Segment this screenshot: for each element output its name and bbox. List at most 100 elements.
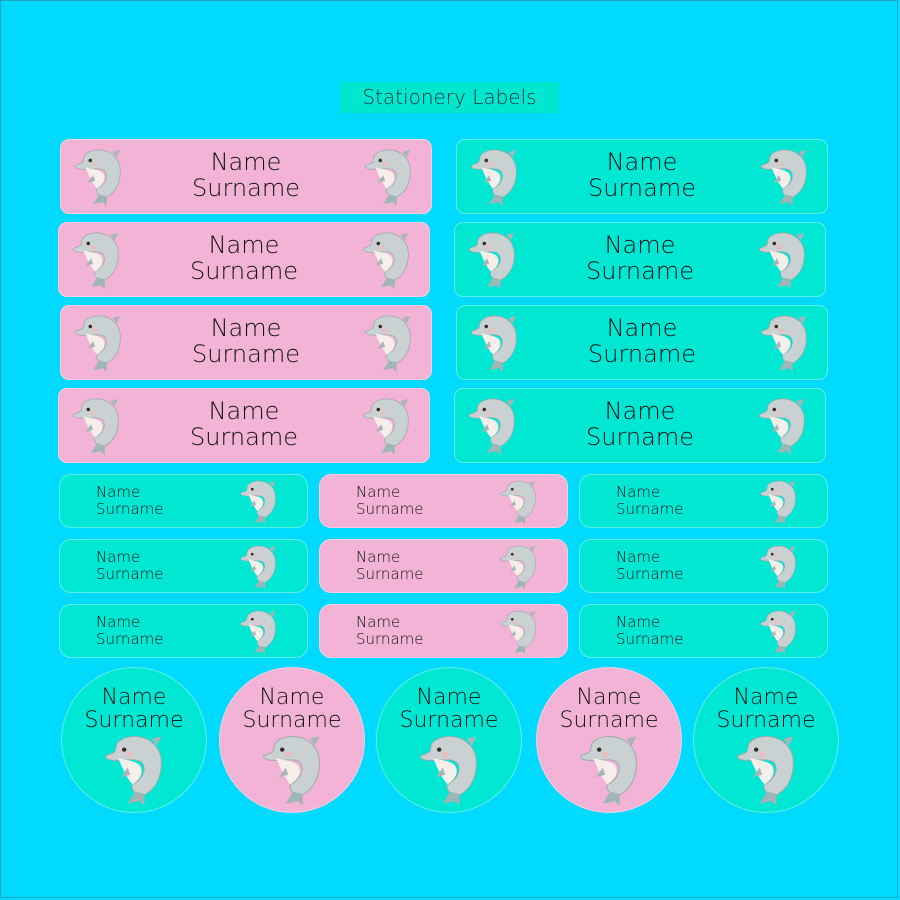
small-label: Name Surname xyxy=(59,539,308,593)
label-name: Name xyxy=(356,483,401,501)
label-surname: Surname xyxy=(84,708,184,733)
round-label: Name Surname xyxy=(693,667,839,813)
label-text: Name Surname xyxy=(694,686,838,732)
label-name: Name xyxy=(96,613,141,631)
label-surname: Surname xyxy=(192,174,300,202)
label-name: Name xyxy=(616,613,661,631)
large-label: Name Surname xyxy=(454,222,826,297)
dolphin-icon xyxy=(67,229,127,291)
label-surname: Surname xyxy=(616,565,684,583)
label-name: Name xyxy=(210,314,282,342)
dolphin-icon xyxy=(755,478,803,526)
dolphin-icon xyxy=(257,731,329,809)
label-name: Name xyxy=(416,685,482,710)
label-surname: Surname xyxy=(192,340,300,368)
label-surname: Surname xyxy=(716,708,816,733)
label-surname: Surname xyxy=(399,708,499,733)
small-label: Name Surname xyxy=(579,474,828,528)
dolphin-icon xyxy=(495,608,543,656)
round-label: Name Surname xyxy=(536,667,682,813)
label-surname: Surname xyxy=(616,630,684,648)
dolphin-icon xyxy=(755,146,815,208)
label-name: Name xyxy=(576,685,642,710)
label-text: Name Surname xyxy=(356,484,423,518)
dolphin-icon xyxy=(359,146,419,208)
dolphin-icon xyxy=(67,395,127,457)
label-text: Name Surname xyxy=(131,149,361,201)
label-name: Name xyxy=(604,231,676,259)
dolphin-icon xyxy=(359,312,419,374)
label-surname: Surname xyxy=(616,500,684,518)
dolphin-icon xyxy=(99,731,171,809)
label-text: Name Surname xyxy=(129,232,359,284)
page-title: Stationery Labels xyxy=(340,82,559,113)
round-label: Name Surname xyxy=(219,667,365,813)
dolphin-icon xyxy=(357,395,417,457)
label-text: Name Surname xyxy=(96,614,163,648)
label-text: Name Surname xyxy=(131,315,361,367)
round-label: Name Surname xyxy=(61,667,207,813)
dolphin-icon xyxy=(465,312,525,374)
label-surname: Surname xyxy=(242,708,342,733)
label-name: Name xyxy=(101,685,167,710)
dolphin-icon xyxy=(755,608,803,656)
label-text: Name Surname xyxy=(356,614,423,648)
small-label: Name Surname xyxy=(59,474,308,528)
label-name: Name xyxy=(356,548,401,566)
label-surname: Surname xyxy=(356,565,424,583)
label-text: Name Surname xyxy=(527,149,757,201)
dolphin-icon xyxy=(357,229,417,291)
dolphin-icon xyxy=(463,395,523,457)
dolphin-icon xyxy=(235,478,283,526)
small-label: Name Surname xyxy=(579,604,828,658)
small-label: Name Surname xyxy=(319,474,568,528)
label-surname: Surname xyxy=(356,630,424,648)
label-name: Name xyxy=(733,685,799,710)
label-surname: Surname xyxy=(588,340,696,368)
large-label: Name Surname xyxy=(456,139,828,214)
label-text: Name Surname xyxy=(525,232,755,284)
dolphin-icon xyxy=(755,312,815,374)
label-text: Name Surname xyxy=(616,614,683,648)
label-surname: Surname xyxy=(96,565,164,583)
dolphin-icon xyxy=(753,229,813,291)
small-label: Name Surname xyxy=(319,604,568,658)
label-text: Name Surname xyxy=(616,484,683,518)
round-label: Name Surname xyxy=(376,667,522,813)
label-text: Name Surname xyxy=(525,398,755,450)
dolphin-icon xyxy=(495,478,543,526)
dolphin-icon xyxy=(414,731,486,809)
large-label: Name Surname xyxy=(454,388,826,463)
dolphin-icon xyxy=(69,312,129,374)
label-name: Name xyxy=(208,397,280,425)
label-surname: Surname xyxy=(586,257,694,285)
label-name: Name xyxy=(259,685,325,710)
label-name: Name xyxy=(616,548,661,566)
label-surname: Surname xyxy=(356,500,424,518)
dolphin-icon xyxy=(465,146,525,208)
large-label: Name Surname xyxy=(58,388,430,463)
small-label: Name Surname xyxy=(579,539,828,593)
label-name: Name xyxy=(606,148,678,176)
label-text: Name Surname xyxy=(527,315,757,367)
small-label: Name Surname xyxy=(59,604,308,658)
small-label: Name Surname xyxy=(319,539,568,593)
label-surname: Surname xyxy=(559,708,659,733)
dolphin-icon xyxy=(755,543,803,591)
dolphin-icon xyxy=(753,395,813,457)
label-name: Name xyxy=(604,397,676,425)
label-surname: Surname xyxy=(96,500,164,518)
label-surname: Surname xyxy=(190,257,298,285)
label-name: Name xyxy=(210,148,282,176)
label-text: Name Surname xyxy=(62,686,206,732)
large-label: Name Surname xyxy=(60,139,432,214)
label-surname: Surname xyxy=(588,174,696,202)
label-text: Name Surname xyxy=(220,686,364,732)
dolphin-icon xyxy=(69,146,129,208)
dolphin-icon xyxy=(731,731,803,809)
large-label: Name Surname xyxy=(58,222,430,297)
label-surname: Surname xyxy=(586,423,694,451)
label-text: Name Surname xyxy=(377,686,521,732)
label-surname: Surname xyxy=(96,630,164,648)
